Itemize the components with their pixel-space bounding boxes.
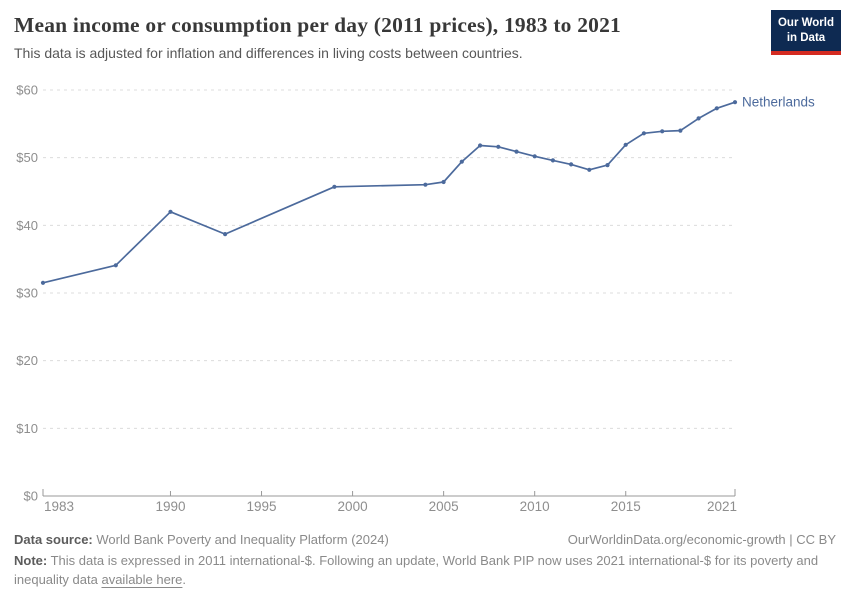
y-tick-label: $10 <box>16 421 38 436</box>
data-point-marker <box>696 116 701 121</box>
y-tick-label: $20 <box>16 353 38 368</box>
chart-title: Mean income or consumption per day (2011… <box>14 13 622 37</box>
data-source-value: World Bank Poverty and Inequality Platfo… <box>96 532 389 547</box>
line-chart: $0 $10 $20 $30 $40 $50 $60 1983 1990 1995 2000 2005… <box>0 75 850 525</box>
data-point-marker <box>113 263 118 268</box>
x-tick-label: 2021 <box>707 499 737 514</box>
y-tick-label: $50 <box>16 150 38 165</box>
note: Note: This data is expressed in 2011 int… <box>14 552 836 590</box>
y-tick-label: $0 <box>24 489 38 504</box>
x-tick-label: 2010 <box>520 499 550 514</box>
data-point-marker <box>587 167 592 172</box>
data-point-marker <box>532 154 537 159</box>
chart-footer: Data source: World Bank Poverty and Ineq… <box>14 532 836 590</box>
y-tick-label: $30 <box>16 286 38 301</box>
chart-subtitle: This data is adjusted for inflation and … <box>14 45 523 61</box>
note-text: This data is expressed in 2011 internati… <box>14 553 819 587</box>
chart-header: Mean income or consumption per day (2011… <box>14 13 755 61</box>
data-point-marker <box>478 143 483 148</box>
data-point-marker <box>423 182 428 187</box>
available-here-link[interactable]: available here <box>101 571 183 587</box>
data-point-marker <box>459 159 464 164</box>
y-tick-label: $60 <box>16 83 38 98</box>
x-tick-label: 1995 <box>247 499 277 514</box>
data-point-marker <box>623 142 628 147</box>
data-point-marker <box>569 162 574 167</box>
data-point-marker <box>605 163 610 168</box>
data-point-marker <box>678 128 683 133</box>
owid-logo: Our World in Data <box>771 10 841 55</box>
data-point-marker <box>714 106 719 111</box>
series-line-netherlands <box>42 101 736 284</box>
data-point-marker <box>441 179 446 185</box>
x-tick-label: 2000 <box>338 499 368 514</box>
data-point-marker <box>514 149 519 154</box>
data-source-label: Data source: <box>14 532 93 547</box>
x-tick-label: 1990 <box>155 499 185 514</box>
x-tick-label: 2015 <box>611 499 641 514</box>
series-label: Netherlands <box>742 95 815 110</box>
data-point-marker <box>732 100 738 105</box>
data-source: Data source: World Bank Poverty and Ineq… <box>14 532 389 547</box>
logo-line-2: in Data <box>786 31 826 44</box>
data-point-marker <box>550 158 556 163</box>
attribution: OurWorldinData.org/economic-growth | CC … <box>567 532 836 547</box>
data-point-marker <box>40 280 46 285</box>
x-tick-label: 1983 <box>44 499 74 514</box>
data-point-marker <box>223 232 228 237</box>
data-point-marker <box>660 129 665 134</box>
note-label: Note: <box>14 553 48 568</box>
x-tick-label: 2005 <box>429 499 459 514</box>
note-period: . <box>182 571 187 587</box>
source-row: Data source: World Bank Poverty and Ineq… <box>14 532 836 547</box>
data-point-marker <box>496 144 501 149</box>
data-point-marker <box>332 184 337 189</box>
logo-line-1: Our World <box>777 17 834 29</box>
data-point-marker <box>641 131 647 136</box>
y-tick-label: $40 <box>16 218 38 233</box>
data-point-marker <box>168 209 173 214</box>
line-chart-svg: $0 $10 $20 $30 $40 $50 $60 1983 1990 1995 2000 2005… <box>16 83 815 515</box>
